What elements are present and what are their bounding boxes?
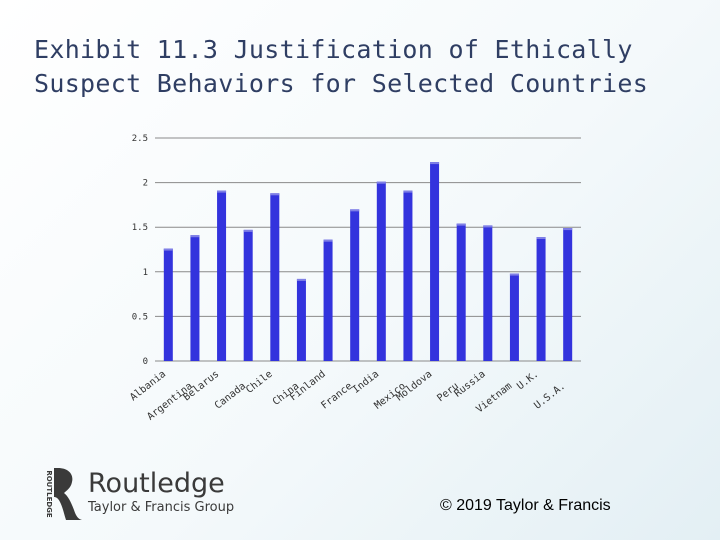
bar [217,190,227,361]
y-tick-label: 2.5 [132,134,148,144]
bar [270,193,280,361]
bar-cap [163,248,173,251]
x-tick-label: Canada [213,381,248,412]
logo-vertical-text: ROUTLEDGE [45,470,53,518]
bar-cap [376,181,386,184]
bar-cap [536,237,546,240]
bar [350,209,360,361]
routledge-logo-mark: ROUTLEDGE [45,468,82,520]
bar [376,181,386,361]
logo-subtitle: Taylor & Francis Group [88,500,235,515]
bar-cap [563,228,573,231]
bar [323,239,333,361]
bar [296,278,306,361]
slide-title: Exhibit 11.3 Justification of Ethically … [34,33,694,101]
bar [163,248,173,361]
bar [536,237,546,361]
bar-cap [403,190,413,193]
slide-title-line-1: Exhibit 11.3 Justification of Ethically [34,35,633,64]
bar-cap [456,223,466,226]
bar-chart: 00.511.522.5AlbaniaArgentinaBelarusCanad… [128,134,581,423]
bar-cap [190,235,200,238]
routledge-logo: ROUTLEDGE Routledge Taylor & Francis Gro… [38,464,238,524]
y-tick-label: 1.5 [132,223,148,233]
x-tick-label: Albania [128,369,168,404]
bar [243,229,253,361]
bar-cap [350,209,360,212]
bar-cap [430,162,440,165]
bar-cap [296,278,306,281]
x-tick-label: U.K. [515,369,541,393]
x-tick-label: France [319,381,354,412]
bar [430,162,440,361]
bar [190,235,200,361]
bar-cap [270,193,280,196]
x-tick-label: Chile [244,369,274,396]
bar-cap [217,190,227,193]
y-tick-label: 0 [143,357,148,367]
bar [563,228,573,361]
y-tick-label: 0.5 [132,312,148,322]
x-tick-label: Russia [452,369,487,400]
y-tick-label: 2 [143,179,148,189]
copyright-notice: © 2019 Taylor & Francis [440,497,611,514]
logo-wordmark: Routledge [88,468,225,499]
bar-cap [323,239,333,242]
logo-head-silhouette [54,468,82,520]
bar-cap [483,225,493,228]
x-tick-label: U.S.A. [532,381,567,412]
x-tick-label: Vietnam [474,381,514,416]
slide-title-line-2: Suspect Behaviors for Selected Countries [34,69,649,98]
bar [509,273,519,361]
y-tick-label: 1 [143,268,148,278]
x-tick-label: India [351,369,381,396]
bar [403,190,413,361]
bar-cap [243,229,253,232]
bar [483,225,493,361]
bar-cap [509,273,519,276]
bar [456,223,466,361]
